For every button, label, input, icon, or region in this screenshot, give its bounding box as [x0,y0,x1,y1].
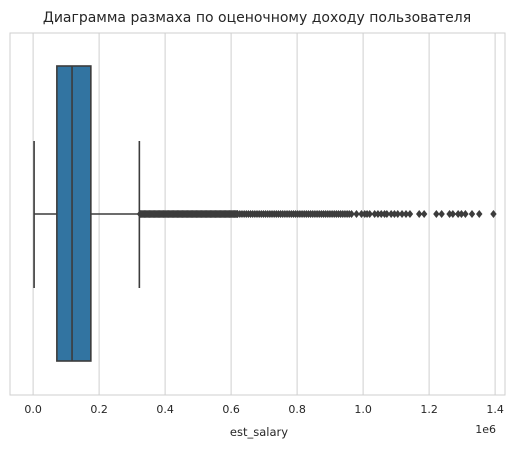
outlier-point [398,210,406,218]
outlier-point [378,210,385,218]
x-axis-label: est_salary [230,425,288,439]
x-tick-label: 1.0 [354,403,372,416]
boxplot [33,65,141,362]
outlier-point [374,210,382,218]
outlier-point [468,210,476,218]
x-tick-label: 0.6 [222,403,240,416]
outlier-point [454,210,462,218]
outlier-point [449,210,457,218]
x-tick-label: 0.8 [288,403,306,416]
x-tick-label: 0.0 [24,403,42,416]
outlier-point [476,210,483,218]
outlier-point [358,210,365,218]
x-axis-ticks: 0.0 0.2 0.4 0.6 0.8 1.0 1.2 1.4 [24,403,504,416]
outliers [136,210,497,218]
outlier-point [383,210,391,218]
x-tick-label: 0.2 [90,403,108,416]
outlier-point [416,210,423,218]
plot-frame [9,32,506,396]
outlier-point [353,210,360,218]
x-tick-label: 0.4 [156,403,174,416]
plot-border [9,32,506,396]
x-tick-label: 1.2 [420,403,438,416]
outlier-point [420,210,428,218]
outlier-point [391,210,398,218]
outlier-point [433,210,440,218]
outlier-point [458,210,465,218]
outlier-point [371,210,378,218]
outlier-point [394,210,401,218]
outlier-point [387,210,395,218]
outlier-point [462,210,469,218]
x-axis-scale-label: 1e6 [475,423,496,436]
outlier-point [348,210,355,218]
outlier-point [490,210,497,218]
outlier-point [438,210,445,218]
outlier-point [446,210,453,218]
outlier-point [366,210,373,218]
outlier-point [406,210,414,218]
outlier-point [402,210,410,218]
chart-title: Диаграмма размаха по оценочному доходу п… [43,10,471,26]
x-tick-label: 1.4 [486,403,504,416]
iqr-box [56,65,92,362]
